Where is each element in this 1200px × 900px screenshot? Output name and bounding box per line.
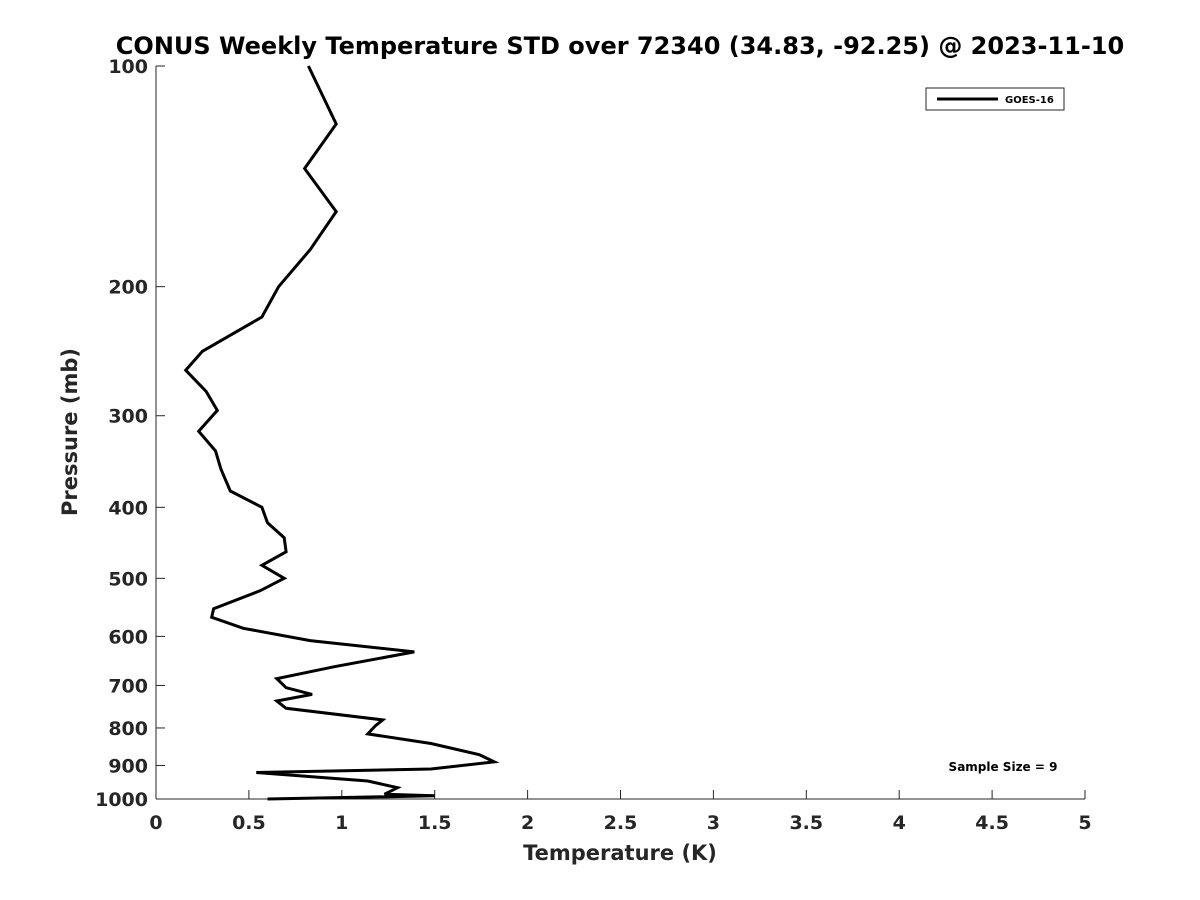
y-tick-label: 600 [108, 626, 148, 648]
x-tick-label: 1.5 [418, 812, 452, 834]
y-tick-label: 800 [108, 718, 148, 740]
y-tick-label: 300 [108, 406, 148, 428]
x-tick-label: 0.5 [232, 812, 266, 834]
y-tick-label: 400 [108, 497, 148, 519]
y-tick-label: 500 [108, 568, 148, 590]
chart-title: CONUS Weekly Temperature STD over 72340 … [116, 32, 1124, 60]
sample-size-annotation: Sample Size = 9 [949, 760, 1058, 774]
x-tick-label: 3.5 [789, 812, 823, 834]
x-axis-label: Temperature (K) [523, 841, 717, 865]
y-tick-label: 700 [108, 675, 148, 697]
legend-label: GOES-16 [1005, 95, 1054, 106]
y-tick-label: 200 [108, 277, 148, 299]
y-axis-ticks: 100 200 300 400 500 600 700 800 900 1000 [95, 56, 165, 811]
legend: GOES-16 [925, 87, 1065, 111]
x-tick-label: 4.5 [975, 812, 1009, 834]
x-tick-label: 1 [335, 812, 348, 834]
x-tick-label: 4 [893, 812, 906, 834]
x-tick-label: 5 [1078, 812, 1091, 834]
y-tick-label: 100 [108, 56, 148, 78]
series-line-goes-16 [183, 65, 500, 801]
x-tick-label: 0 [149, 812, 162, 834]
y-tick-label: 900 [108, 755, 148, 777]
x-tick-label: 2 [521, 812, 534, 834]
y-axis-label: Pressure (mb) [58, 348, 82, 516]
y-tick-label: 1000 [95, 789, 148, 811]
x-axis-ticks: 0 0.5 1 1.5 2 2.5 3 3.5 4 4.5 5 [149, 790, 1092, 834]
x-tick-label: 3 [707, 812, 720, 834]
x-tick-label: 2.5 [604, 812, 638, 834]
